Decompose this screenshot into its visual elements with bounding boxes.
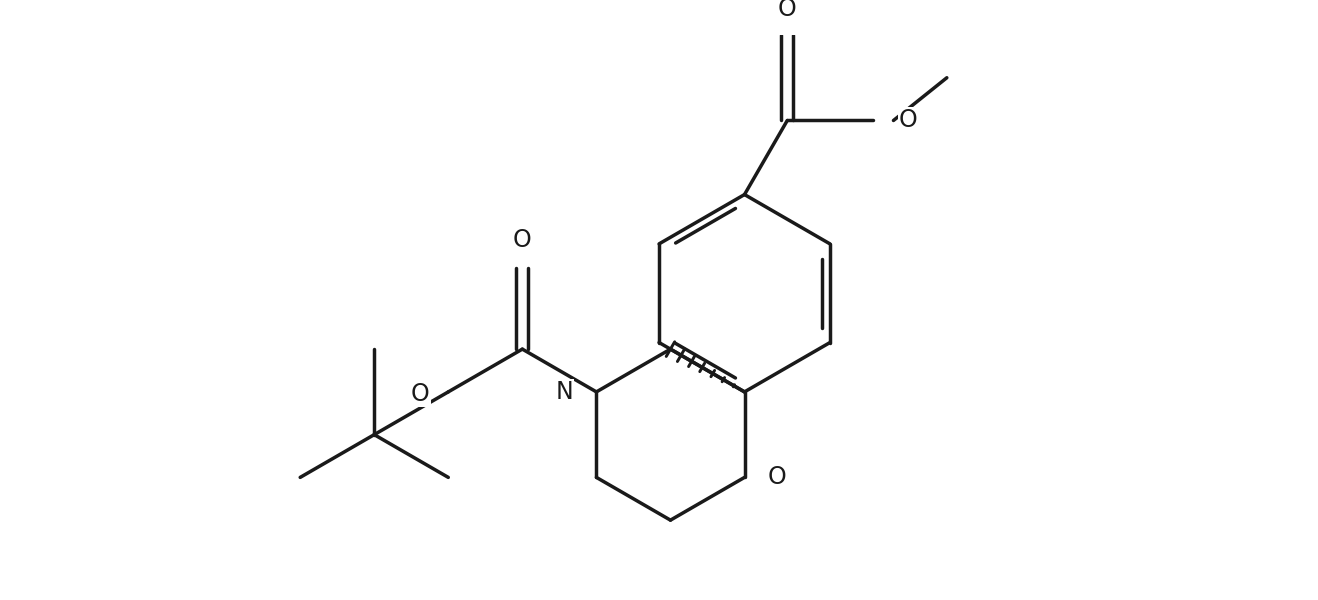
Text: O: O xyxy=(778,0,796,20)
Text: N: N xyxy=(555,380,573,404)
Text: O: O xyxy=(411,382,430,406)
Text: O: O xyxy=(768,466,787,490)
Text: O: O xyxy=(513,227,531,251)
Text: O: O xyxy=(899,109,917,133)
